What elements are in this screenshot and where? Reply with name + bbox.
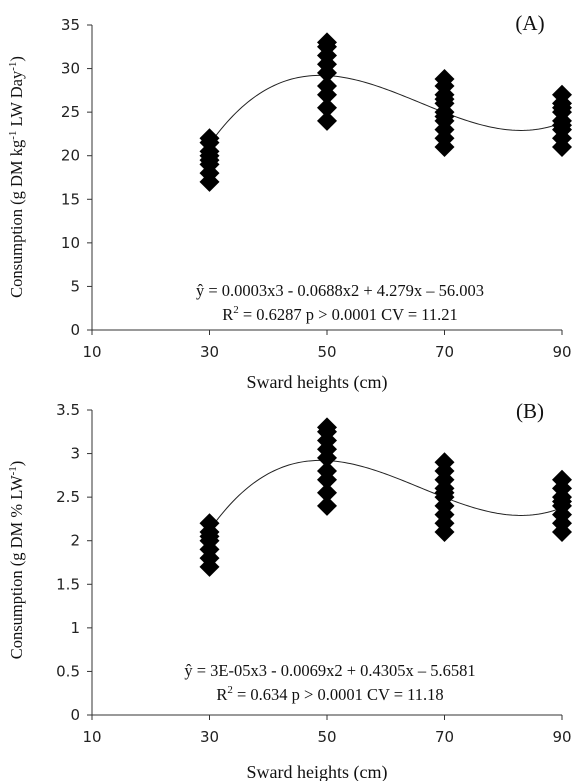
panel-label: (B): [516, 399, 544, 423]
stats-r-label: R: [222, 305, 233, 324]
chart-panel-a: 0 5 10 15 20 25 30 35 10 30 50 70 90 Sward heights (c…: [7, 11, 572, 393]
y-tick-label: 2: [70, 532, 80, 550]
data-point: [317, 76, 337, 96]
data-point: [199, 513, 220, 534]
y-axis-title-part: Consumption (g DM kg: [7, 140, 26, 298]
y-axis-title-superscript: -1: [7, 466, 19, 475]
y-tick-label: 2.5: [56, 488, 80, 506]
y-axis-title-part: ): [7, 56, 26, 62]
data-point: [317, 417, 337, 438]
y-tick-label: 1.5: [56, 575, 80, 593]
data-point: [317, 482, 337, 503]
regression-stats: R2 = 0.634 p > 0.0001 CV = 11.18: [216, 684, 443, 704]
stats-values: = 0.6287 p > 0.0001 CV = 11.21: [239, 305, 458, 324]
y-tick-label: 10: [61, 234, 80, 252]
data-point: [552, 469, 572, 490]
x-tick-label: 30: [200, 343, 219, 361]
x-tick-label: 50: [317, 343, 336, 361]
y-tick-label: 25: [61, 103, 80, 121]
y-tick-label: 3: [70, 445, 80, 463]
x-tick-label: 10: [82, 343, 101, 361]
y-tick-label: 0: [70, 321, 80, 339]
data-point: [317, 461, 337, 481]
x-axis-title: Sward heights (cm): [247, 762, 388, 781]
data-point: [434, 452, 455, 473]
y-tick-label: 1: [70, 619, 80, 637]
y-axis-title-part: LW Day: [7, 70, 26, 131]
data-point: [317, 97, 337, 118]
stats-r-superscript: 2: [233, 304, 239, 316]
data-point: [317, 495, 337, 516]
x-tick-label: 70: [435, 728, 454, 746]
fitted-curve: [209, 74, 563, 145]
data-point: [317, 110, 337, 131]
y-tick-label: 3.5: [56, 401, 80, 419]
regression-stats: R2 = 0.6287 p > 0.0001 CV = 11.21: [222, 304, 458, 324]
y-tick-label: 5: [70, 277, 80, 295]
y-axis-title-part: ): [7, 461, 26, 467]
data-point: [552, 84, 572, 105]
x-tick-label: 90: [552, 343, 571, 361]
fitted-curve: [209, 459, 563, 531]
x-tick-label: 50: [317, 728, 336, 746]
regression-equation: ŷ = 0.0003x3 - 0.0688x2 + 4.279x – 56.00…: [196, 281, 484, 300]
y-tick-label: 15: [61, 190, 80, 208]
stats-r-label: R: [216, 685, 227, 704]
chart-panel-b: 0 0.5 1 1.5 2 2.5 3 3.5 10 30 50 70 90 Sward heights …: [7, 399, 572, 781]
x-axis-title: Sward heights (cm): [247, 372, 388, 393]
y-tick-label: 35: [61, 16, 80, 34]
regression-equation: ŷ = 3E-05x3 - 0.0069x2 + 0.4305x – 5.658…: [184, 661, 475, 680]
data-point: [199, 128, 220, 149]
y-tick-label: 20: [61, 147, 80, 165]
y-tick-label: 0: [70, 706, 80, 724]
x-tick-label: 70: [435, 343, 454, 361]
x-tick-label: 10: [82, 728, 101, 746]
y-axis-title: Consumption (g DM % LW-1): [7, 461, 26, 660]
y-axis-title: Consumption (g DM kg-1 LW Day-1): [7, 56, 26, 298]
x-tick-label: 30: [200, 728, 219, 746]
stats-values: = 0.634 p > 0.0001 CV = 11.18: [233, 685, 444, 704]
stats-r-superscript: 2: [227, 684, 233, 696]
y-tick-label: 0.5: [56, 662, 80, 680]
y-tick-label: 30: [61, 60, 80, 78]
x-tick-label: 90: [552, 728, 571, 746]
y-axis-title-superscript: -1: [7, 131, 19, 140]
y-axis-title-part: Consumption (g DM % LW: [7, 475, 26, 659]
data-point: [317, 32, 337, 53]
y-axis-title-superscript: -1: [7, 62, 19, 71]
data-point: [434, 69, 455, 90]
panel-label: (A): [515, 11, 544, 35]
